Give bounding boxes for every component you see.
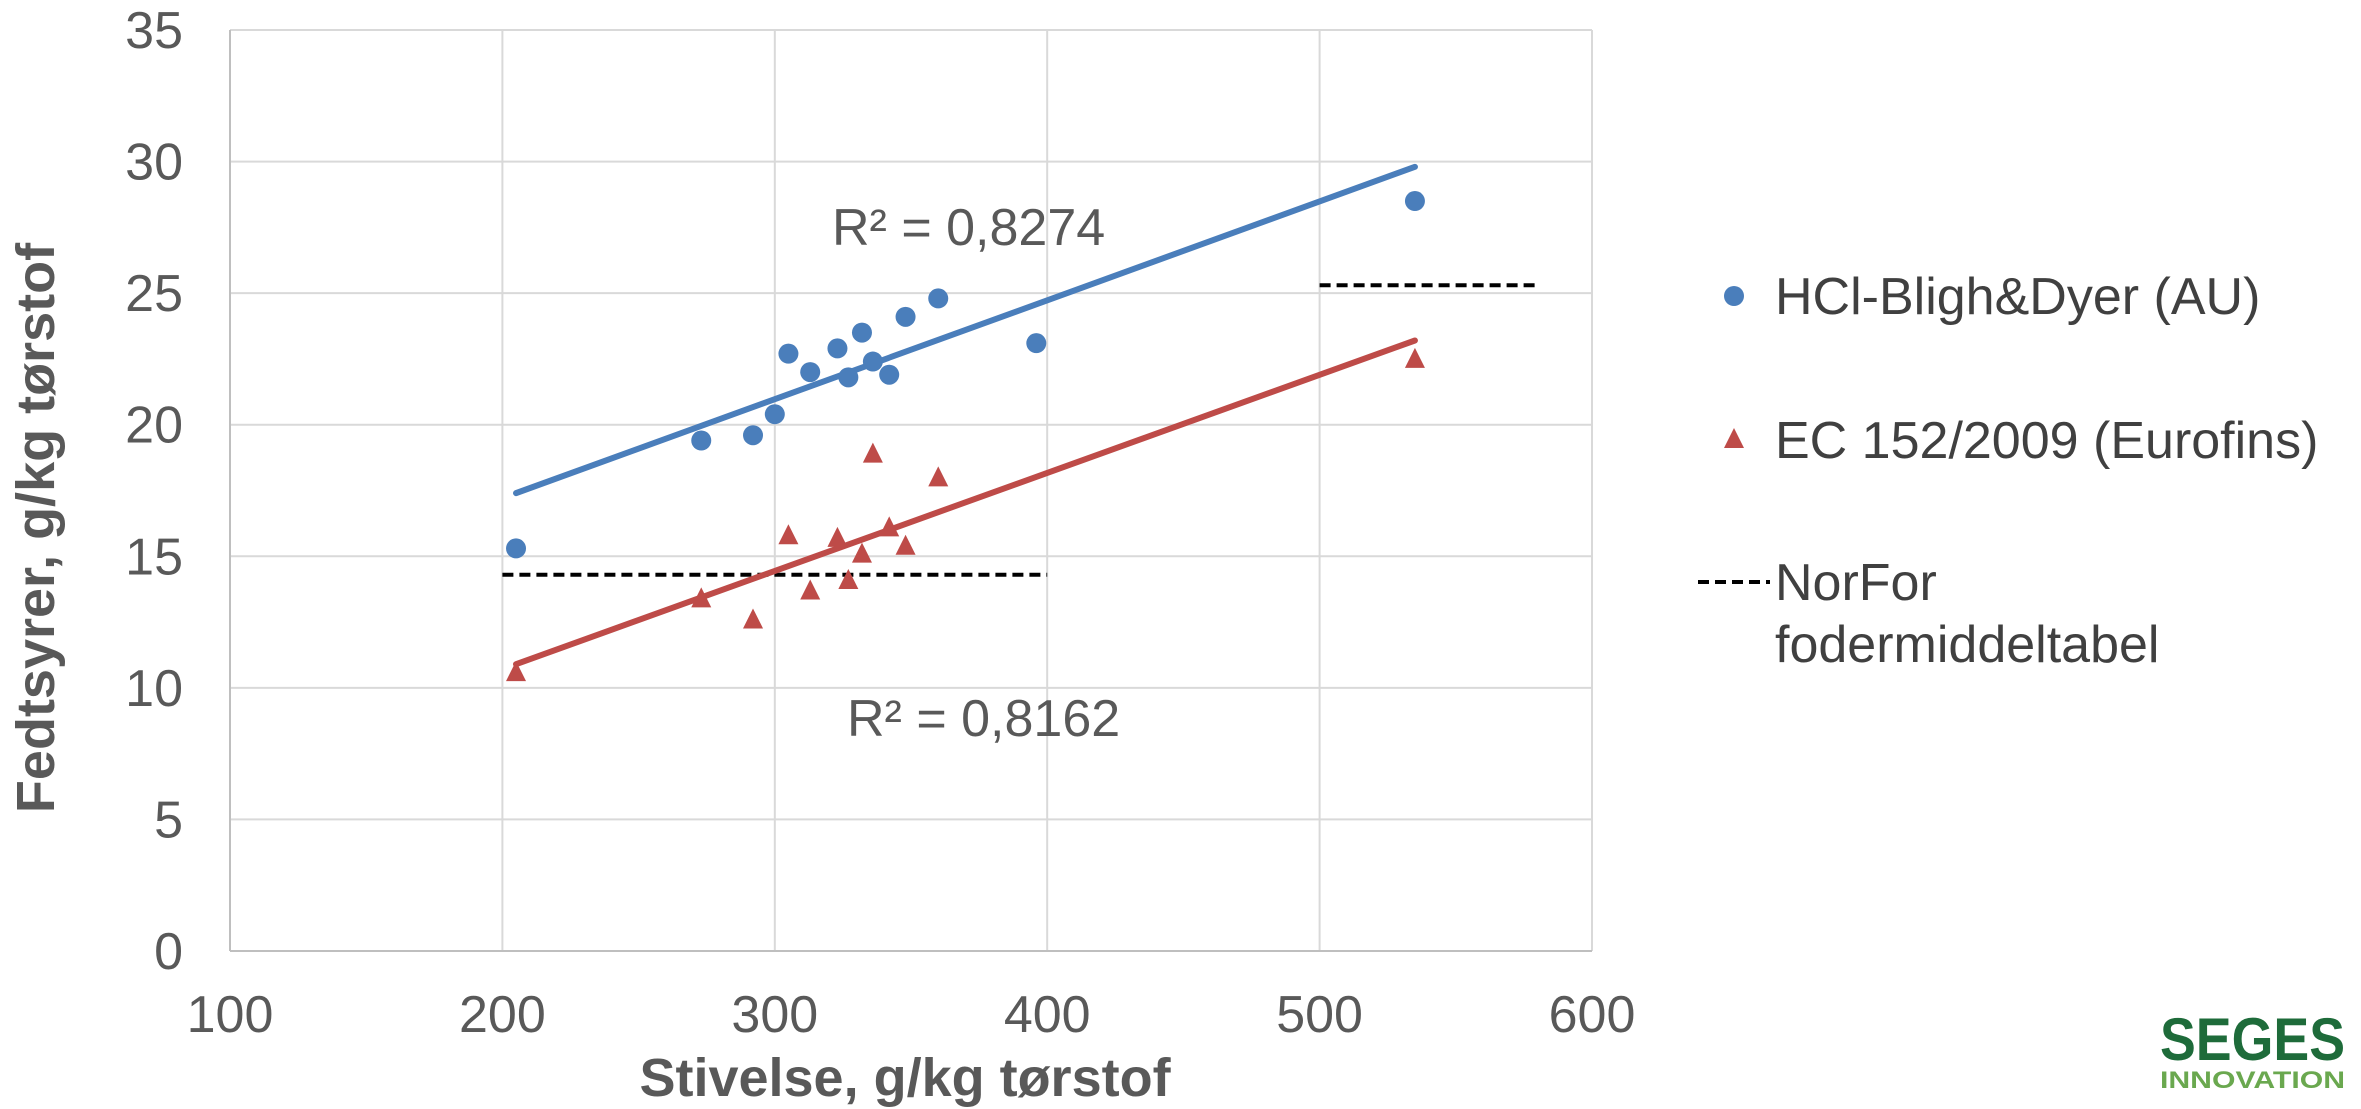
y-tick-label: 20 bbox=[125, 397, 183, 455]
y-tick-label: 25 bbox=[125, 265, 183, 323]
data-point-ec bbox=[743, 608, 764, 629]
y-tick-label: 15 bbox=[125, 528, 183, 586]
seges-logo: SEGES INNOVATION bbox=[2160, 1006, 2345, 1094]
data-point-ec bbox=[851, 542, 872, 563]
data-point-ec bbox=[928, 466, 949, 487]
data-point-ec bbox=[895, 534, 916, 555]
data-point-ec bbox=[838, 568, 859, 589]
axes bbox=[229, 30, 1592, 952]
data-point-ec bbox=[506, 661, 527, 682]
logo-main-text: SEGES bbox=[2160, 1006, 2345, 1073]
x-tick-label: 200 bbox=[459, 986, 546, 1044]
reference-lines bbox=[502, 283, 1538, 577]
y-tick-label: 10 bbox=[125, 660, 183, 718]
legend: HCl-Bligh&Dyer (AU) EC 152/2009 (Eurofin… bbox=[1698, 268, 2318, 674]
legend-label-hcl: HCl-Bligh&Dyer (AU) bbox=[1775, 268, 2260, 326]
grid-lines bbox=[230, 29, 1593, 951]
data-point-hcl bbox=[862, 351, 883, 372]
y-tick-label: 35 bbox=[125, 2, 183, 60]
data-point-hcl bbox=[1404, 191, 1425, 212]
data-point-ec bbox=[800, 579, 821, 600]
data-point-hcl bbox=[928, 288, 949, 309]
legend-label-norfor-line1: NorFor bbox=[1775, 554, 1937, 612]
y-tick-label: 5 bbox=[154, 791, 183, 849]
data-point-hcl bbox=[800, 362, 821, 383]
data-point-hcl bbox=[764, 404, 785, 425]
x-tick-label: 300 bbox=[731, 986, 818, 1044]
data-point-ec bbox=[827, 526, 848, 547]
x-tick-label: 100 bbox=[187, 986, 274, 1044]
trendlines bbox=[513, 163, 1418, 668]
data-point-hcl bbox=[827, 338, 848, 359]
y-tick-label: 30 bbox=[125, 134, 183, 192]
trendline-ec bbox=[513, 337, 1418, 668]
data-point-ec bbox=[1404, 347, 1425, 368]
x-tick-label: 400 bbox=[1004, 986, 1091, 1044]
r2-label-ec: R² = 0,8162 bbox=[847, 690, 1120, 748]
x-axis-title: Stivelse, g/kg tørstof bbox=[639, 1048, 1171, 1108]
data-point-hcl bbox=[778, 343, 799, 364]
r2-label-hcl: R² = 0,8274 bbox=[832, 199, 1105, 257]
data-point-hcl bbox=[1026, 333, 1047, 354]
x-tick-label: 600 bbox=[1549, 986, 1636, 1044]
tick-labels: 0 5 10 15 20 25 30 35 100 200 300 400 500 600 bbox=[125, 2, 1635, 1044]
legend-label-ec: EC 152/2009 (Eurofins) bbox=[1775, 412, 2318, 470]
legend-marker-ec bbox=[1724, 428, 1744, 448]
data-point-hcl bbox=[743, 425, 764, 446]
data-point-hcl bbox=[879, 364, 900, 385]
data-point-ec bbox=[691, 587, 712, 608]
data-point-hcl bbox=[895, 306, 916, 327]
data-point-ec bbox=[778, 524, 799, 545]
data-point-ec bbox=[862, 442, 883, 463]
trendline-hcl bbox=[513, 163, 1418, 497]
data-point-hcl bbox=[506, 538, 527, 559]
data-point-hcl bbox=[838, 367, 859, 388]
y-tick-label: 0 bbox=[154, 923, 183, 981]
logo-sub-text: INNOVATION bbox=[2160, 1067, 2345, 1094]
data-point-ec bbox=[879, 516, 900, 537]
x-tick-label: 500 bbox=[1276, 986, 1363, 1044]
y-axis-title: Fedtsyrer, g/kg tørstof bbox=[6, 242, 66, 813]
data-point-hcl bbox=[851, 322, 872, 343]
data-point-hcl bbox=[691, 430, 712, 451]
legend-label-norfor-line2: fodermiddeltabel bbox=[1775, 616, 2159, 674]
legend-marker-hcl bbox=[1724, 286, 1744, 306]
data-points bbox=[506, 191, 1425, 682]
